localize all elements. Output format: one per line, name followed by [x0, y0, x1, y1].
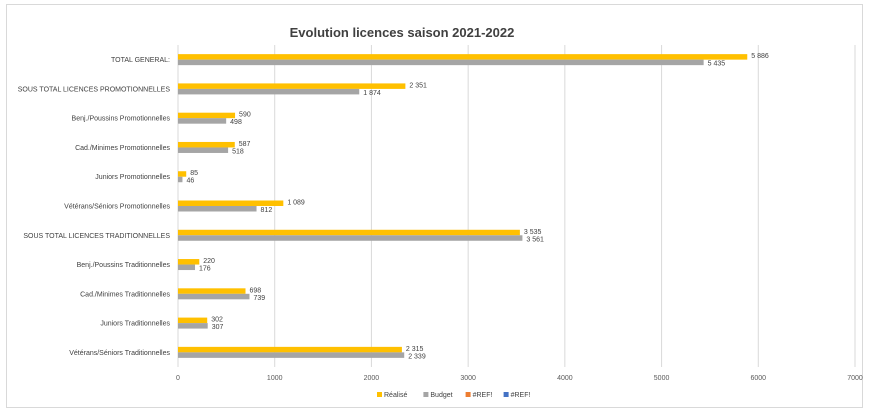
data-label-realise: 698 — [250, 287, 262, 294]
x-tick-label: 0 — [176, 375, 180, 382]
legend-entry: Réalisé — [384, 392, 407, 399]
legend: Réalisé Budget #REF! #REF! — [377, 392, 530, 399]
x-tick-label: 3000 — [460, 375, 476, 382]
bar-budget — [178, 352, 405, 358]
legend-swatch — [503, 392, 509, 397]
bar-realise — [178, 259, 200, 265]
bar-budget — [178, 59, 704, 66]
data-label-realise: 1 089 — [287, 200, 305, 207]
bar-budget — [178, 235, 523, 241]
data-label-budget: 739 — [253, 295, 265, 302]
bar-realise — [178, 346, 402, 353]
bar-realise — [178, 54, 748, 60]
category-label: Cad./Minimes Promotionnelles — [75, 145, 170, 152]
data-label-budget: 2 339 — [408, 353, 426, 360]
bar-budget — [178, 176, 183, 183]
x-tick-label: 4000 — [557, 375, 573, 382]
bar-realise — [178, 171, 187, 177]
category-label: Vétérans/Séniors Traditionnelles — [69, 350, 170, 357]
chart-title: Evolution licences saison 2021-2022 — [290, 25, 515, 40]
category-label: SOUS TOTAL LICENCES TRADITIONNELLES — [23, 233, 170, 240]
chart: Evolution licences saison 2021-2022 0 100… — [18, 25, 863, 399]
bar-realise — [178, 83, 406, 89]
bar-budget — [178, 147, 229, 153]
legend-swatch — [465, 392, 471, 397]
data-label-budget: 812 — [261, 207, 273, 214]
category-label: SOUS TOTAL LICENCES PROMOTIONNELLES — [18, 86, 171, 93]
bar-budget — [178, 323, 208, 329]
bar-realise — [178, 317, 208, 324]
bar-realise — [178, 141, 235, 148]
bars — [178, 54, 748, 358]
data-label-realise: 2 351 — [409, 82, 427, 89]
x-tick-label: 2000 — [364, 375, 380, 382]
data-label-budget: 307 — [212, 324, 224, 331]
data-label-budget: 176 — [199, 266, 211, 273]
bar-budget — [178, 88, 360, 95]
x-tick-label: 6000 — [750, 375, 766, 382]
chart-frame: Evolution licences saison 2021-2022 0 100… — [6, 4, 863, 408]
bar-budget — [178, 118, 227, 124]
x-tick-label: 1000 — [267, 375, 283, 382]
data-label-realise: 5 886 — [751, 53, 769, 60]
x-tick-label: 7000 — [847, 375, 863, 382]
data-label-realise: 2 315 — [406, 346, 424, 353]
data-label-budget: 518 — [232, 148, 244, 155]
category-label: TOTAL GENERAL: — [111, 57, 170, 64]
data-label-budget: 1 874 — [363, 90, 381, 97]
legend-swatch — [377, 392, 382, 397]
category-label: Benj./Poussins Promotionnelles — [72, 116, 171, 123]
category-label: Benj./Poussins Traditionnelles — [77, 262, 171, 269]
data-label-realise: 587 — [239, 141, 251, 148]
bar-realise — [178, 200, 284, 206]
labels: 0 1000 2000 3000 4000 5000 6000 7000 TOTAL GENER… — [18, 53, 863, 382]
category-label: Juniors Promotionnelles — [95, 174, 170, 181]
data-label-realise: 302 — [211, 317, 223, 324]
legend-entry: #REF! — [473, 392, 493, 399]
legend-entry: Budget — [430, 392, 452, 399]
data-label-budget: 498 — [230, 119, 242, 126]
data-label-budget: 46 — [186, 178, 194, 185]
data-label-realise: 220 — [203, 258, 215, 265]
data-label-realise: 590 — [239, 112, 251, 119]
data-label-budget: 3 561 — [526, 236, 544, 243]
bar-realise — [178, 288, 246, 294]
bar-budget — [178, 264, 196, 271]
category-label: Juniors Traditionnelles — [100, 321, 170, 328]
bar-budget — [178, 206, 257, 212]
bar-realise — [178, 229, 520, 236]
data-label-budget: 5 435 — [708, 61, 726, 68]
bar-budget — [178, 293, 250, 300]
data-label-realise: 85 — [190, 170, 198, 177]
category-label: Cad./Minimes Traditionnelles — [80, 291, 170, 298]
x-tick-label: 5000 — [654, 375, 670, 382]
category-label: Vétérans/Séniors Promotionnelles — [64, 204, 170, 211]
legend-swatch — [423, 392, 429, 397]
data-label-realise: 3 535 — [524, 229, 542, 236]
bar-realise — [178, 112, 236, 119]
legend-entry: #REF! — [511, 392, 531, 399]
